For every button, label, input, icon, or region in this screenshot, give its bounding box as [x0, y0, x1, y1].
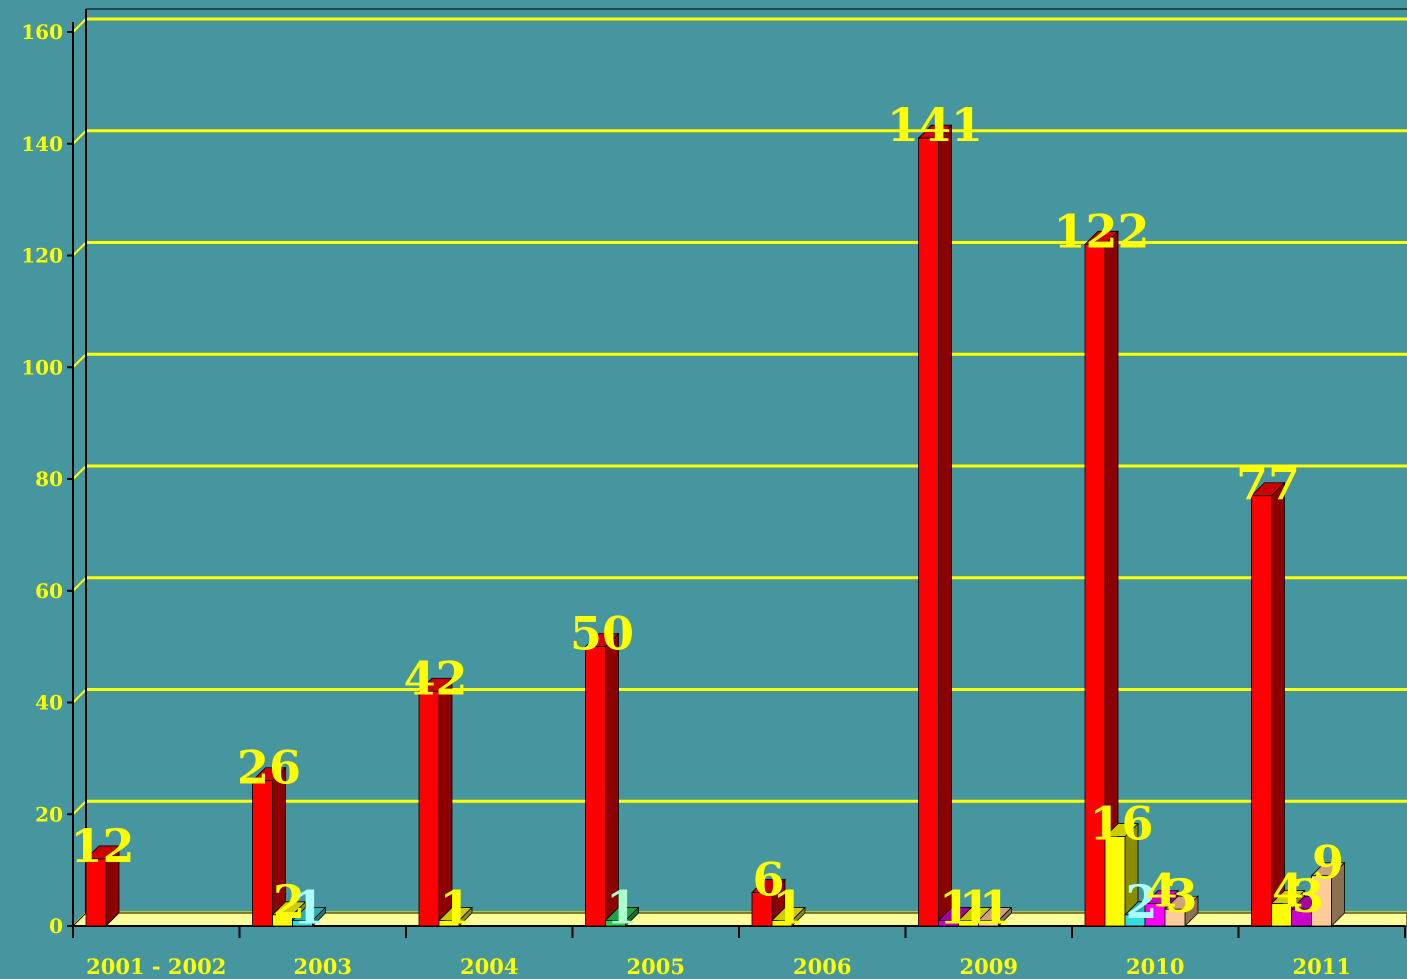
data-label: 2 — [273, 875, 305, 929]
data-label: 141 — [887, 98, 983, 152]
data-label: 77 — [1236, 456, 1300, 510]
bar-front — [585, 646, 606, 927]
y-tick-label: 80 — [35, 467, 63, 491]
x-tick-label: 2009 — [960, 954, 1018, 979]
bar-front — [605, 920, 626, 927]
data-label: 3 — [1292, 869, 1324, 923]
x-tick-label: 2006 — [793, 954, 851, 979]
data-label: 42 — [403, 651, 467, 705]
bar-front — [1104, 836, 1126, 927]
y-tick-label: 120 — [21, 244, 63, 268]
data-label: 4 — [1272, 864, 1304, 918]
bar-front — [918, 137, 939, 927]
data-label: 6 — [752, 852, 784, 906]
bar-side — [1271, 481, 1285, 927]
bar-front — [1251, 495, 1272, 927]
bar-front — [1084, 243, 1106, 927]
bar-front — [771, 920, 793, 927]
x-tick-label: 2003 — [294, 954, 352, 979]
data-label: 12 — [70, 819, 134, 873]
gridline-diagonal — [72, 353, 87, 368]
bar-front — [418, 690, 440, 927]
data-label: 16 — [1089, 797, 1153, 851]
y-tick-label: 0 — [49, 914, 63, 938]
gridline-diagonal — [72, 241, 87, 257]
bar-front — [978, 920, 999, 927]
y-tick-label: 140 — [21, 132, 63, 156]
bar-2003-2 — [291, 906, 327, 927]
data-label: 50 — [570, 607, 634, 661]
data-label: 1 — [772, 880, 804, 934]
bar-2009-0 — [917, 124, 953, 927]
x-tick-label: 2005 — [627, 954, 685, 979]
data-label: 9 — [1312, 836, 1344, 890]
bar-2003-0 — [251, 766, 287, 927]
bar-side — [938, 124, 952, 927]
bar-2009-3 — [977, 906, 1013, 927]
gridline-diagonal — [72, 18, 87, 33]
x-tick-label: 2010 — [1126, 954, 1184, 979]
data-label: 1 — [959, 880, 991, 934]
bar-2004-0 — [418, 677, 453, 927]
bar-2001-2002-0 — [85, 844, 120, 927]
data-label: 1 — [439, 880, 471, 934]
x-tick-label: 2001 - 2002 — [86, 954, 226, 979]
x-tick-label: 2011 — [1293, 954, 1351, 979]
data-label: 2 — [1125, 875, 1157, 929]
bar-2010-1 — [1104, 822, 1139, 927]
bar-front — [292, 920, 313, 927]
bar-2005-0 — [584, 632, 620, 927]
y-tick-label: 40 — [35, 691, 63, 715]
bar-front — [252, 780, 273, 927]
gridline-diagonal — [72, 800, 87, 815]
bar-2006-1 — [771, 906, 806, 927]
gridline-diagonal — [72, 577, 87, 592]
bar-front — [438, 920, 460, 927]
x-tick-label: 2004 — [460, 954, 518, 979]
bar-front — [751, 892, 773, 927]
bar-front — [1311, 875, 1332, 927]
bar-front — [1164, 908, 1186, 927]
y-tick-label: 60 — [35, 579, 63, 603]
bar-2011-0 — [1250, 481, 1286, 927]
gridline-diagonal — [72, 688, 87, 704]
data-label: 26 — [237, 741, 301, 795]
data-label: 1 — [979, 880, 1011, 934]
y-tick-label: 100 — [21, 355, 63, 379]
data-label: 1 — [606, 880, 638, 934]
gridline-diagonal — [72, 130, 87, 145]
data-label: 1 — [293, 880, 325, 934]
data-label: 1 — [939, 880, 971, 934]
bar-2004-1 — [438, 906, 473, 927]
y-tick-label: 160 — [21, 20, 63, 44]
bar-2005-1 — [604, 906, 640, 927]
bar-2010-4 — [1164, 895, 1199, 927]
bar-2010-0 — [1084, 230, 1119, 927]
bar-2011-3 — [1310, 861, 1346, 927]
data-label: 3 — [1165, 869, 1197, 923]
data-label: 4 — [1145, 864, 1177, 918]
y-tick-label: 20 — [35, 802, 63, 826]
gridline-diagonal — [72, 465, 87, 480]
data-label: 122 — [1053, 204, 1149, 258]
bar-front — [85, 858, 107, 927]
